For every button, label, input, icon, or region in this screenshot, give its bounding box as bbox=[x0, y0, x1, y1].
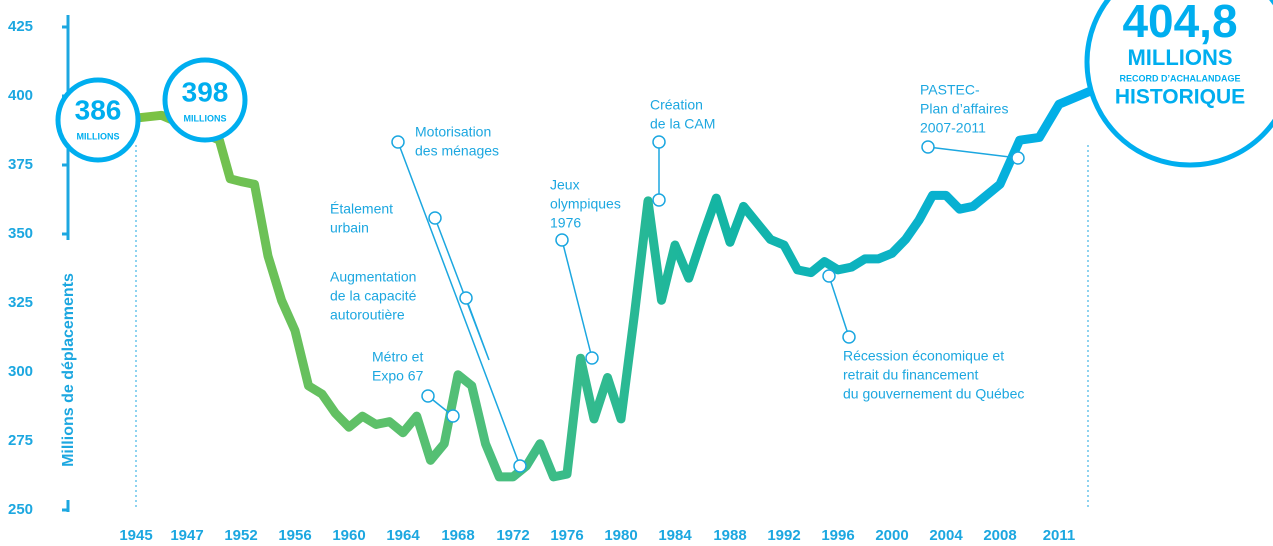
x-tick-label: 2004 bbox=[929, 527, 963, 544]
x-tick-label: 1992 bbox=[767, 527, 800, 544]
bubble-text: 398 bbox=[182, 76, 229, 107]
annotation: 1976 bbox=[550, 215, 581, 231]
bubble-text: HISTORIQUE bbox=[1115, 86, 1245, 109]
callout-dot bbox=[585, 351, 599, 365]
annotation: 2007-2011 bbox=[920, 120, 986, 136]
callout-dot bbox=[652, 193, 666, 207]
bubble bbox=[162, 57, 248, 143]
x-tick-label: 2000 bbox=[875, 527, 908, 544]
annotation: Augmentation bbox=[330, 269, 416, 285]
annotation: de la capacité bbox=[330, 288, 417, 304]
x-tick-label: 1980 bbox=[604, 527, 637, 544]
x-tick-label: 1964 bbox=[386, 527, 420, 544]
callout-dot bbox=[1011, 151, 1025, 165]
callout-dot bbox=[555, 233, 569, 247]
leader-lines bbox=[397, 141, 1019, 467]
y-tick-label: 400 bbox=[8, 87, 33, 104]
bubble bbox=[55, 77, 141, 163]
bubble bbox=[1084, 0, 1273, 168]
y-axis-label: Millions de déplacements bbox=[60, 273, 77, 467]
callout-dot bbox=[842, 330, 856, 344]
annotation: retrait du financement bbox=[843, 367, 979, 383]
bubble-text: RECORD D’ACHALANDAGE bbox=[1120, 73, 1241, 83]
annotation: Création bbox=[650, 97, 703, 113]
callout-dot bbox=[513, 459, 527, 473]
callout-dot bbox=[822, 269, 836, 283]
x-tick-label: 2008 bbox=[983, 527, 1016, 544]
x-tick-label: 1968 bbox=[441, 527, 474, 544]
x-tick-label: 1947 bbox=[170, 527, 203, 544]
annotation: PASTEC- bbox=[920, 82, 980, 98]
x-tick-label: 1972 bbox=[496, 527, 529, 544]
annotation: Expo 67 bbox=[372, 368, 424, 384]
bubble-text: 386 bbox=[75, 94, 122, 125]
annotation: du gouvernement du Québec bbox=[843, 386, 1024, 402]
annotation: Récession économique et bbox=[843, 348, 1004, 364]
bubble-text: MILLIONS bbox=[77, 131, 120, 141]
bubble-text: MILLIONS bbox=[1127, 45, 1232, 70]
y-tick-label: 425 bbox=[8, 18, 33, 35]
annotation: des ménages bbox=[415, 143, 499, 159]
x-tick-label: 1952 bbox=[224, 527, 257, 544]
y-tick-label: 250 bbox=[8, 501, 33, 518]
y-tick-label: 300 bbox=[8, 363, 33, 380]
annotation: Jeux bbox=[550, 177, 580, 193]
x-tick-label: 1984 bbox=[658, 527, 692, 544]
x-tick-label: 1956 bbox=[278, 527, 311, 544]
x-tick-label: 1960 bbox=[332, 527, 365, 544]
annotation: Étalement bbox=[330, 201, 393, 217]
bubble-text: 404,8 bbox=[1122, 0, 1237, 47]
y-tick-label: 325 bbox=[8, 294, 33, 311]
annotation: Plan d’affaires bbox=[920, 101, 1008, 117]
annotation: Métro et bbox=[372, 349, 423, 365]
x-tick-label: 1945 bbox=[119, 527, 152, 544]
callout-dot bbox=[428, 211, 442, 225]
callout-dot bbox=[459, 291, 473, 305]
callout-dot bbox=[652, 135, 666, 149]
callout-dot bbox=[921, 140, 935, 154]
x-tick-label: 2011 bbox=[1043, 527, 1076, 544]
annotation: de la CAM bbox=[650, 116, 715, 132]
callout-dot bbox=[421, 389, 435, 403]
x-tick-label: 1988 bbox=[713, 527, 746, 544]
y-tick-label: 350 bbox=[8, 225, 33, 242]
data-line bbox=[131, 83, 1103, 482]
annotation: autoroutière bbox=[330, 307, 405, 323]
y-label-bg bbox=[60, 240, 78, 500]
annotation: urbain bbox=[330, 220, 369, 236]
callout-dot bbox=[446, 409, 460, 423]
annotation: olympiques bbox=[550, 196, 621, 212]
x-tick-label: 1976 bbox=[550, 527, 583, 544]
bubble-text: MILLIONS bbox=[184, 113, 227, 123]
y-tick-label: 275 bbox=[8, 432, 33, 449]
callout-dot bbox=[391, 135, 405, 149]
x-tick-label: 1996 bbox=[821, 527, 854, 544]
y-tick-label: 375 bbox=[8, 156, 33, 173]
annotation: Motorisation bbox=[415, 124, 491, 140]
